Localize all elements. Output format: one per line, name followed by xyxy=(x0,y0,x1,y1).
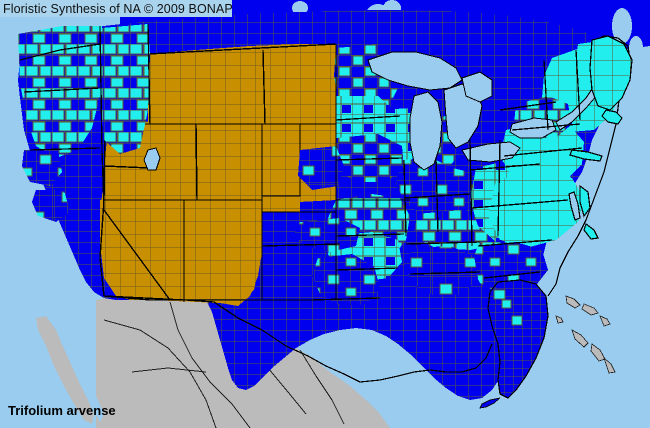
state-boundaries xyxy=(19,23,583,383)
map-title-text: Floristic Synthesis of NA © 2009 BONAP xyxy=(3,1,233,16)
maine-coast xyxy=(589,35,633,111)
atlantic-coastline xyxy=(547,35,631,297)
species-name-label: Trifolium arvense xyxy=(8,402,116,420)
gold-absent-states xyxy=(99,43,337,306)
great-lakes xyxy=(143,51,607,171)
gulf-coast xyxy=(359,343,493,383)
species-name-text: Trifolium arvense xyxy=(8,403,116,418)
map-title-banner: Floristic Synthesis of NA © 2009 BONAP xyxy=(0,0,233,17)
florida-peninsula xyxy=(479,279,549,409)
